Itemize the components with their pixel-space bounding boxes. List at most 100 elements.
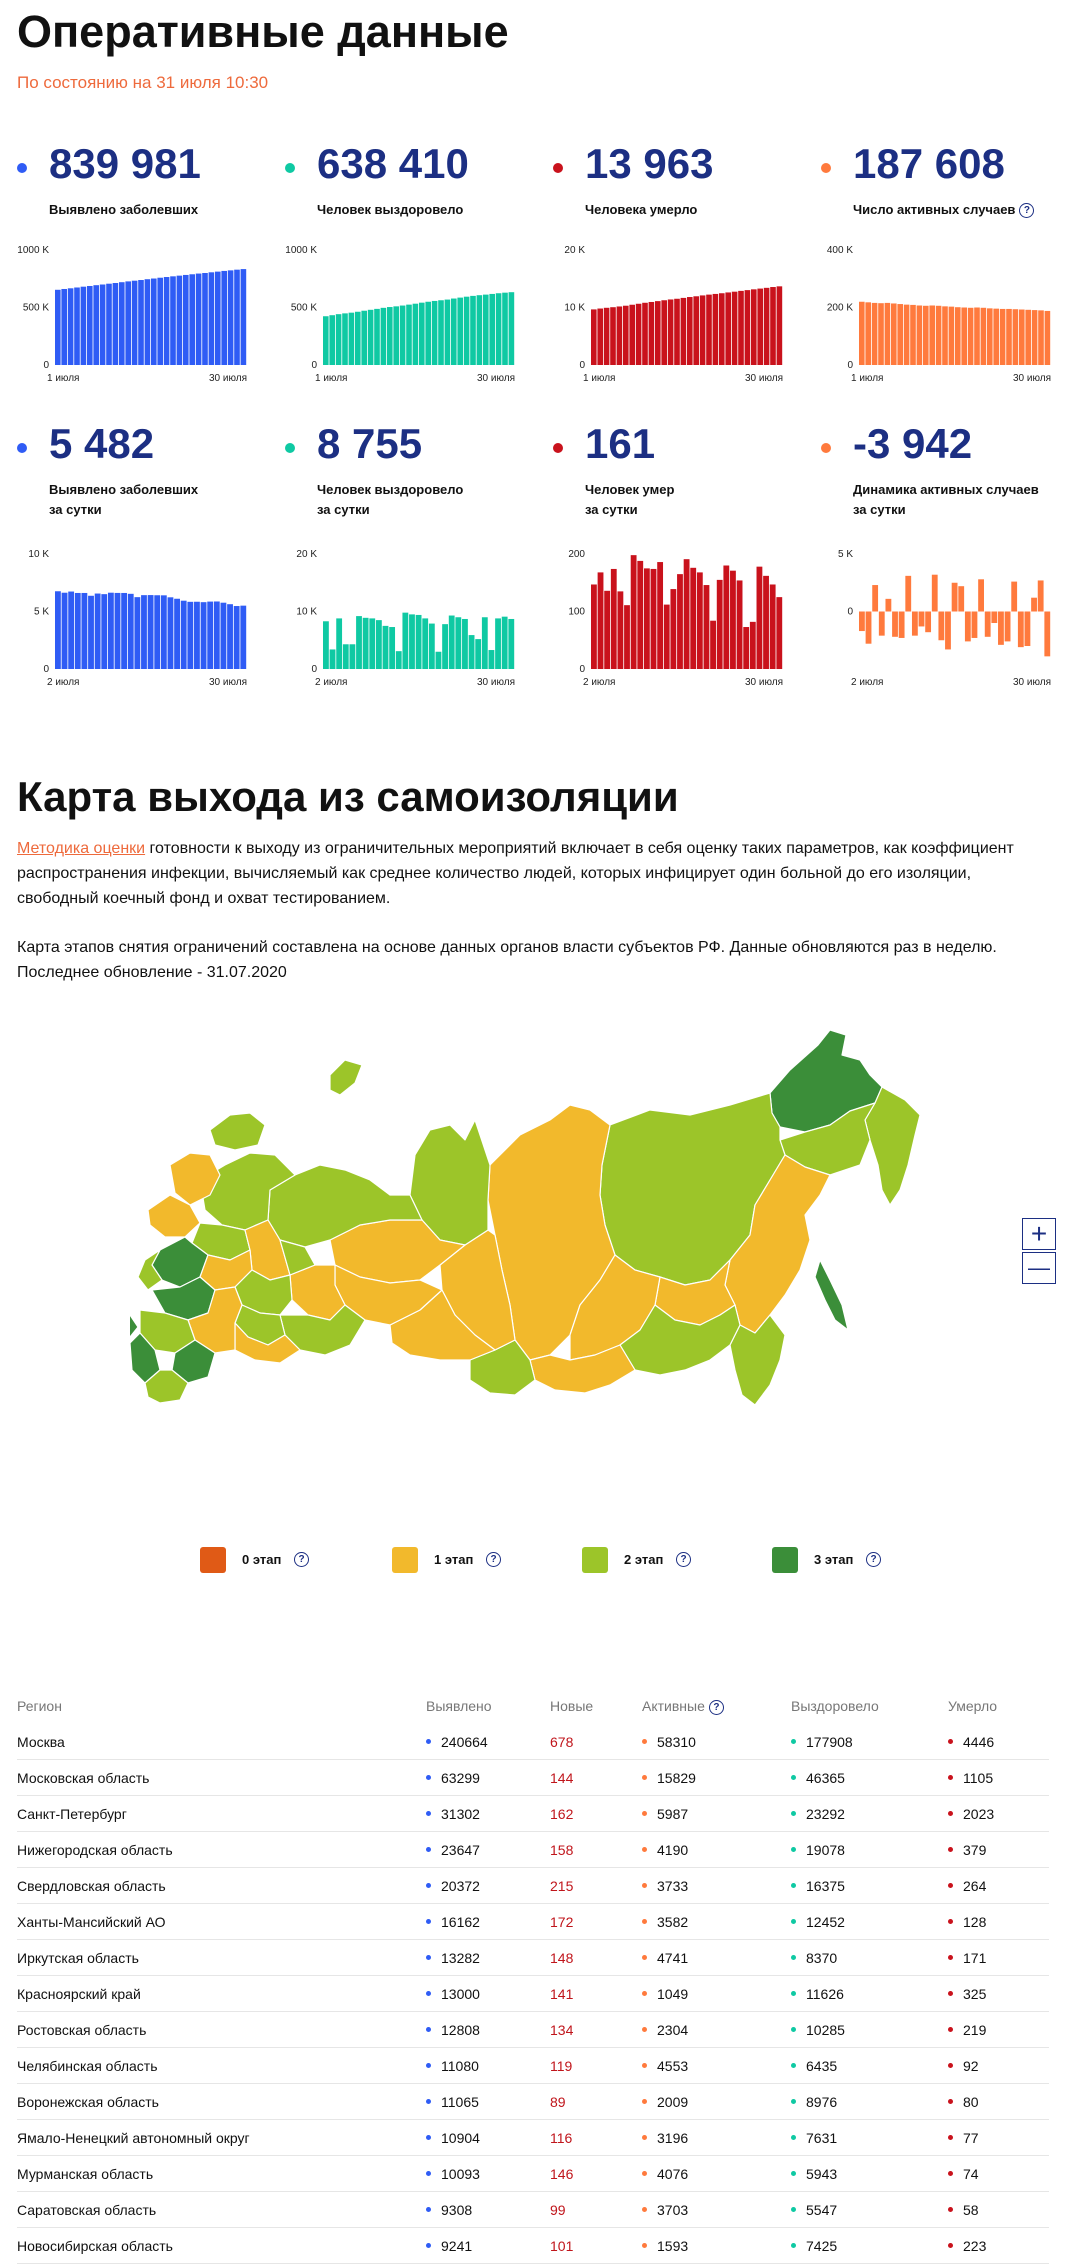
stat-mini-chart: 200 100 0 2 июля 30 июля [568,549,783,688]
header-recovered[interactable]: Выздоровело [791,1698,879,1714]
zoom-in-button[interactable]: + [1022,1218,1056,1250]
recovered-value: 10285 [791,2022,845,2038]
table-row[interactable]: Санкт-Петербург 31302 162 5987 23292 2023 [17,1796,1049,1832]
help-icon[interactable]: ? [708,1699,724,1715]
chart-bar [107,592,114,669]
chart-bar [706,294,712,365]
chart-bar [763,287,770,365]
table-row[interactable]: Воронежская область 11065 89 2009 8976 80 [17,2084,1049,2120]
legend-label: 2 этап [624,1552,664,1567]
chart-bar [195,273,202,365]
table-row[interactable]: Иркутская область 13282 148 4741 8370 171 [17,1940,1049,1976]
active-value: 3196 [642,2130,688,2146]
help-icon[interactable]: ? [866,1552,881,1567]
map-region-caucasus[interactable] [144,1369,189,1404]
chart-bar [144,279,151,365]
map-region-sakhalin[interactable] [814,1259,849,1331]
table-row[interactable]: Красноярский край 13000 141 1049 11626 325 [17,1976,1049,2012]
new-value-text: 158 [550,1842,574,1858]
table-row[interactable]: Ямало-Ненецкий автономный округ 10904 116 3… [17,2120,1049,2156]
chart-y-tick-label: 10 K [296,607,317,618]
chart-y-tick-label: 200 [568,549,585,560]
chart-bar [508,618,515,669]
table-row[interactable]: Мурманская область 10093 146 4076 5943 74 [17,2156,1049,2192]
recovered-value-text: 10285 [806,2022,845,2038]
deaths-value: 223 [948,2238,986,2254]
table-row[interactable]: Ростовская область 12808 134 2304 10285 219 [17,2012,1049,2048]
chart-y-tick-label: 100 [568,607,585,618]
chart-bar [74,592,81,669]
chart-y-tick-label: 20 K [296,549,317,560]
help-icon[interactable]: ? [294,1552,309,1567]
map-region-perm[interactable] [279,1239,316,1276]
table-row[interactable]: Свердловская область 20372 215 3733 16375 264 [17,1868,1049,1904]
header-deaths[interactable]: Умерло [948,1698,998,1714]
map-region-arkhangelsk[interactable] [199,1152,296,1231]
chart-bar [642,302,648,365]
recovered-value-text: 6435 [806,2058,838,2074]
new-value: 101 [550,2238,573,2254]
chart-bar [616,306,623,365]
map-region-primorye[interactable] [729,1314,786,1406]
recovered-value-text: 46365 [806,1770,845,1786]
region-name-text: Ямало-Ненецкий автономный округ [17,2130,250,2146]
chart-y-tick-label: 500 K [291,303,317,314]
header-region[interactable]: Регион [17,1698,62,1714]
map-region-tyva[interactable] [529,1344,636,1394]
chart-bar [323,621,329,669]
bullet-dot-icon [426,1918,431,1924]
chart-bar [215,271,221,365]
methodology-link[interactable]: Методика оценки [17,840,146,857]
chart-bar [234,269,240,365]
confirmed-value-text: 23647 [441,1842,480,1858]
help-icon[interactable]: ? [486,1552,501,1567]
chart-bar [342,313,348,365]
chart-bar [99,284,106,365]
stat-label-line1: Выявлено заболевших [49,482,199,497]
map-region-crimea[interactable] [119,1314,139,1338]
deaths-value: 1105 [948,1770,993,1786]
confirmed-value-text: 16162 [441,1914,480,1930]
header-confirmed[interactable]: Выявлено [426,1698,492,1714]
bullet-dot-icon [948,2062,953,2068]
map-region-leningrad[interactable] [147,1194,201,1238]
chart-bar [444,299,451,365]
active-value-text: 5987 [657,1806,689,1822]
chart-bar [872,585,879,612]
region-name: Красноярский край [17,1986,141,2002]
header-active[interactable]: Активные? [642,1698,724,1715]
map-region-chukotka[interactable] [769,1029,883,1133]
table-row[interactable]: Саратовская область 9308 99 3703 5547 58 [17,2192,1049,2228]
bullet-dot-icon [426,1846,431,1852]
map-region-orenburg[interactable] [234,1322,301,1364]
help-icon[interactable]: ? [1019,203,1035,219]
russia-regions-map[interactable] [99,1015,960,1495]
table-row[interactable]: Москва 240664 678 58310 177908 4446 [17,1724,1049,1760]
bullet-dot-icon [426,2026,431,2032]
region-name: Мурманская область [17,2166,153,2182]
table-row[interactable]: Новосибирская область 9241 101 1593 7425 223 [17,2228,1049,2264]
table-row[interactable]: Ханты-Мансийский АО 16162 172 3582 12452 128 [17,1904,1049,1940]
deaths-value-text: 92 [963,2058,979,2074]
map-region-tver[interactable] [137,1249,163,1291]
map-region-karelia[interactable] [169,1152,221,1206]
chart-bar [648,301,655,365]
chart-bar [508,292,515,365]
help-icon[interactable]: ? [676,1552,691,1567]
map-region-murmansk[interactable] [209,1112,266,1151]
deaths-value: 80 [948,2094,979,2110]
chart-bar [942,306,948,365]
chart-x-start-label: 1 июля [851,373,883,384]
chart-bar [723,565,730,669]
chart-bar [163,277,170,365]
new-value-text: 172 [550,1914,574,1930]
chart-bar [859,301,865,365]
map-region-novaya-zemlya[interactable] [329,1059,363,1096]
region-name-text: Ханты-Мансийский АО [17,1914,166,1930]
table-row[interactable]: Московская область 63299 144 15829 46365 1105 [17,1760,1049,1796]
table-row[interactable]: Нижегородская область 23647 158 4190 19078 37… [17,1832,1049,1868]
chart-bar [999,308,1006,365]
zoom-out-button[interactable]: — [1022,1252,1056,1284]
table-row[interactable]: Челябинская область 11080 119 4553 6435 92 [17,2048,1049,2084]
header-new[interactable]: Новые [550,1698,594,1714]
